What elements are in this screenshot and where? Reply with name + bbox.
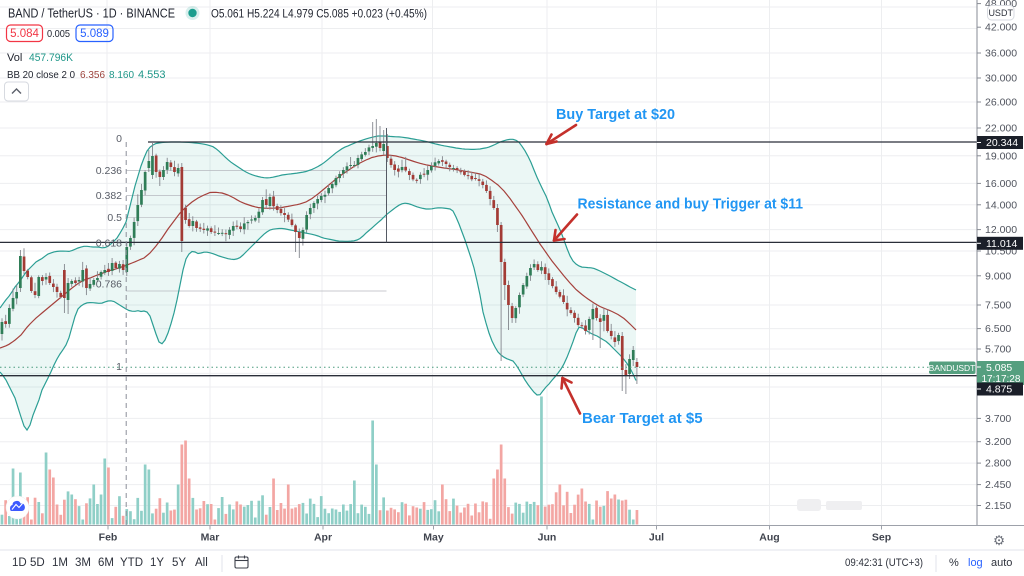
svg-text:9.000: 9.000 <box>985 270 1011 282</box>
svg-text:%: % <box>949 557 959 569</box>
svg-text:30.000: 30.000 <box>985 73 1017 85</box>
svg-text:20.344: 20.344 <box>986 137 1018 149</box>
svg-text:19.000: 19.000 <box>985 150 1017 162</box>
svg-text:BAND / TetherUS · 1D · BINANCE: BAND / TetherUS · 1D · BINANCE <box>8 7 175 21</box>
svg-text:O5.061 H5.224 L4.979 C5.085 +0: O5.061 H5.224 L4.979 C5.085 +0.023 (+0.4… <box>211 9 427 21</box>
svg-text:USDT: USDT <box>988 8 1013 18</box>
svg-text:0.618: 0.618 <box>96 238 122 250</box>
svg-text:YTD: YTD <box>120 557 143 569</box>
svg-text:log: log <box>968 557 983 569</box>
svg-text:May: May <box>423 532 444 544</box>
svg-text:4.553: 4.553 <box>138 69 166 81</box>
svg-text:Mar: Mar <box>201 532 220 544</box>
svg-text:16.000: 16.000 <box>985 178 1017 190</box>
svg-text:Jun: Jun <box>538 532 557 544</box>
svg-text:Resistance and buy Trigger at: Resistance and buy Trigger at $11 <box>578 196 804 213</box>
svg-text:1: 1 <box>116 361 122 373</box>
svg-text:36.000: 36.000 <box>985 48 1017 60</box>
svg-text:4.875: 4.875 <box>986 384 1012 396</box>
svg-text:12.000: 12.000 <box>985 224 1017 236</box>
svg-text:1D: 1D <box>12 557 27 569</box>
svg-text:5Y: 5Y <box>172 557 186 569</box>
svg-text:1M: 1M <box>52 557 68 569</box>
svg-text:2.450: 2.450 <box>985 479 1011 491</box>
svg-text:Vol: Vol <box>7 52 22 64</box>
svg-text:Jul: Jul <box>649 532 664 544</box>
svg-text:BANDUSDT: BANDUSDT <box>929 363 976 373</box>
svg-text:3.200: 3.200 <box>985 436 1011 448</box>
svg-text:0.5: 0.5 <box>107 212 122 224</box>
svg-text:457.796K: 457.796K <box>29 52 74 64</box>
svg-text:2.150: 2.150 <box>985 500 1011 512</box>
svg-text:5.084: 5.084 <box>10 28 39 40</box>
svg-text:auto: auto <box>991 557 1012 569</box>
svg-text:0.005: 0.005 <box>47 28 70 40</box>
svg-text:5D: 5D <box>30 557 45 569</box>
svg-text:Feb: Feb <box>99 532 118 544</box>
svg-text:5.700: 5.700 <box>985 344 1011 356</box>
svg-text:Bear Target at $5: Bear Target at $5 <box>582 410 703 427</box>
svg-text:2.800: 2.800 <box>985 458 1011 470</box>
svg-text:Apr: Apr <box>314 532 332 544</box>
svg-text:0.786: 0.786 <box>96 279 122 291</box>
svg-text:7.500: 7.500 <box>985 300 1011 312</box>
svg-text:8.160: 8.160 <box>109 69 134 81</box>
svg-text:14.000: 14.000 <box>985 199 1017 211</box>
svg-text:22.000: 22.000 <box>985 123 1017 135</box>
svg-text:3M: 3M <box>75 557 91 569</box>
svg-text:BB 20 close 2 0: BB 20 close 2 0 <box>7 69 75 81</box>
svg-text:17:17:28: 17:17:28 <box>982 374 1021 385</box>
svg-text:09:42:31 (UTC+3): 09:42:31 (UTC+3) <box>845 557 923 569</box>
svg-text:⚙: ⚙ <box>993 533 1005 548</box>
svg-text:5.089: 5.089 <box>80 28 109 40</box>
svg-text:0: 0 <box>116 133 122 145</box>
svg-text:11.014: 11.014 <box>986 238 1017 250</box>
svg-text:3.700: 3.700 <box>985 413 1011 425</box>
svg-text:Aug: Aug <box>759 532 779 544</box>
svg-text:5.085: 5.085 <box>986 362 1012 374</box>
svg-text:6M: 6M <box>98 557 114 569</box>
svg-text:42.000: 42.000 <box>985 22 1017 34</box>
svg-text:6.500: 6.500 <box>985 323 1011 335</box>
svg-text:Buy Target at $20: Buy Target at $20 <box>556 106 675 123</box>
svg-text:0.236: 0.236 <box>96 165 122 177</box>
svg-text:26.000: 26.000 <box>985 97 1017 109</box>
svg-text:All: All <box>195 557 208 569</box>
svg-text:6.356: 6.356 <box>80 69 105 81</box>
svg-text:0.382: 0.382 <box>96 190 122 202</box>
svg-text:Sep: Sep <box>872 532 891 544</box>
svg-text:1Y: 1Y <box>150 557 164 569</box>
